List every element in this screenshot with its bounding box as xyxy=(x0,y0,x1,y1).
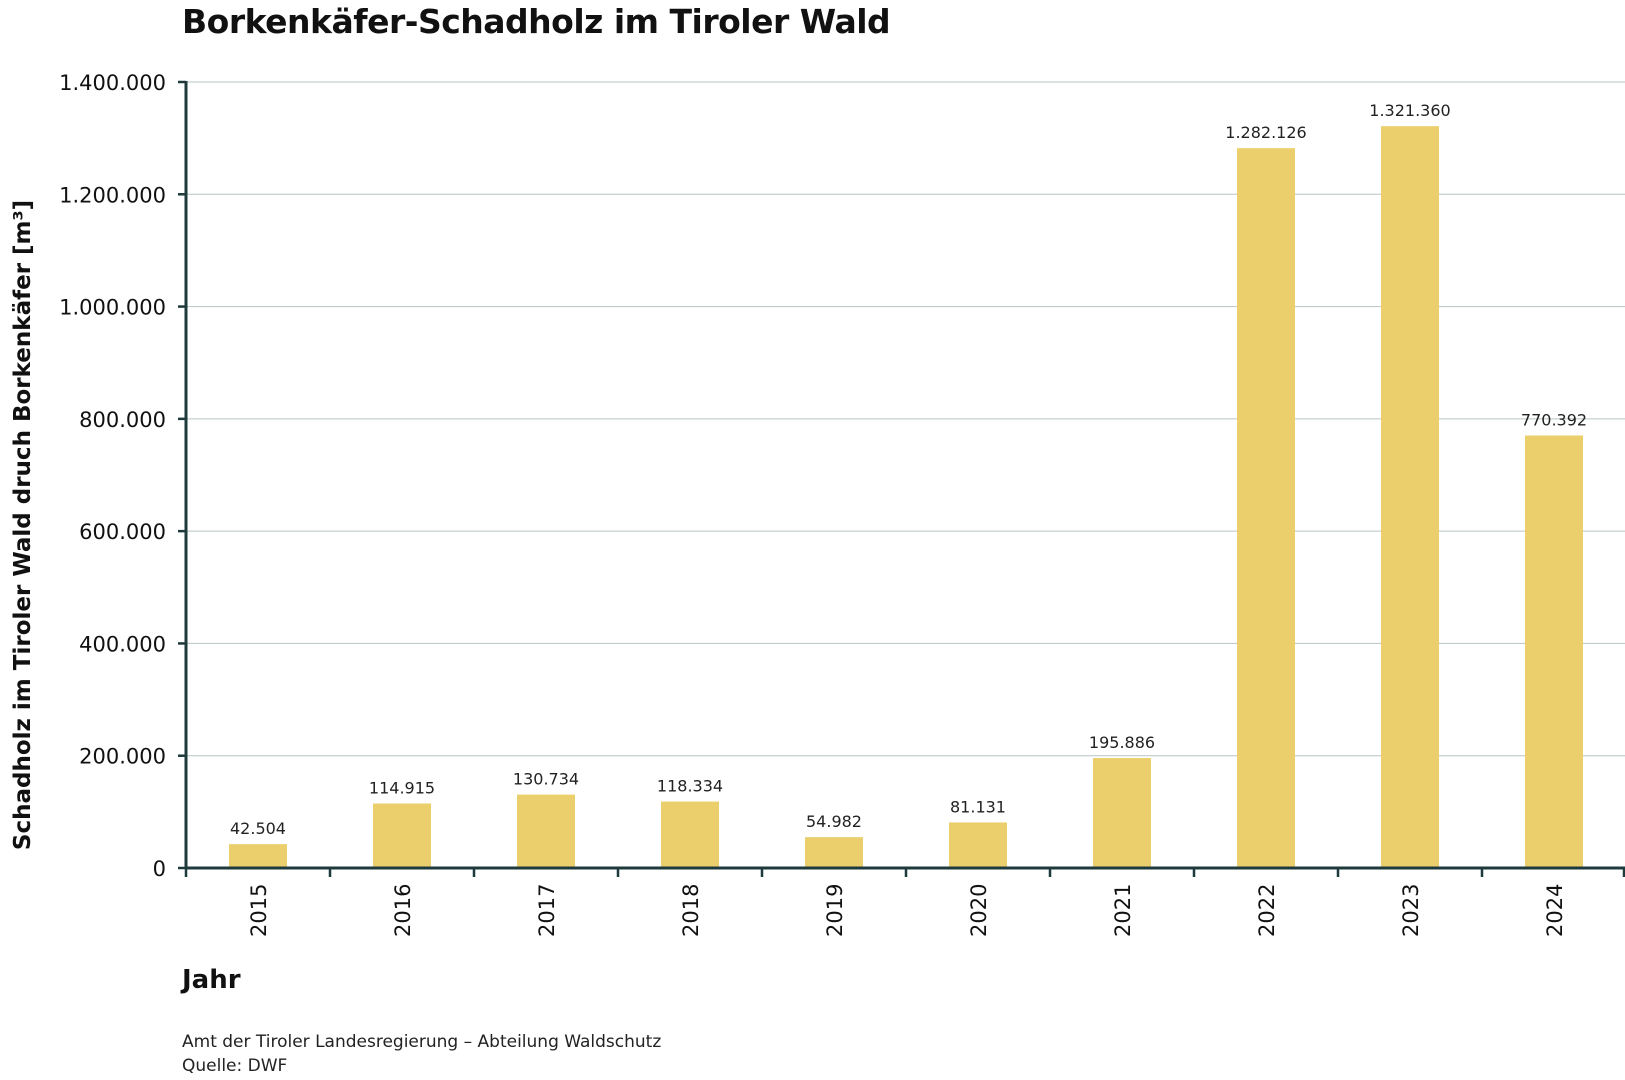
axes xyxy=(178,80,1625,877)
y-tick-label: 1.200.000 xyxy=(59,183,166,207)
x-tick-label-2020: 2020 xyxy=(967,884,991,937)
y-tick-label: 1.400.000 xyxy=(59,71,166,95)
bar-2022 xyxy=(1237,148,1295,868)
bar-2016 xyxy=(373,803,431,868)
x-tick-label-2015: 2015 xyxy=(247,884,271,937)
x-tick-label-2018: 2018 xyxy=(679,884,703,937)
data-label-2019: 54.982 xyxy=(806,812,862,831)
data-label-2022: 1.282.126 xyxy=(1225,123,1306,142)
x-tick-label-2021: 2021 xyxy=(1111,884,1135,937)
x-tick-label-2016: 2016 xyxy=(391,884,415,937)
y-tick-label: 400.000 xyxy=(79,632,166,656)
x-tick-label-2017: 2017 xyxy=(535,884,559,937)
bar-2015 xyxy=(229,844,287,868)
data-label-2016: 114.915 xyxy=(369,778,435,797)
x-tick-label-2019: 2019 xyxy=(823,884,847,937)
y-tick-label: 600.000 xyxy=(79,520,166,544)
y-axis-label: Schadholz im Tiroler Wald druch Borkenkä… xyxy=(10,200,36,850)
bar-2021 xyxy=(1093,758,1151,868)
bar-2018 xyxy=(661,801,719,868)
bar-2017 xyxy=(517,794,575,868)
data-label-2023: 1.321.360 xyxy=(1369,101,1450,120)
y-tick-label: 1.000.000 xyxy=(59,296,166,320)
data-label-2021: 195.886 xyxy=(1089,733,1155,752)
x-axis-label: Jahr xyxy=(180,965,241,995)
bar-2023 xyxy=(1381,126,1439,868)
source-reference: Quelle: DWF xyxy=(182,1056,288,1076)
source-organization: Amt der Tiroler Landesregierung – Abteil… xyxy=(182,1032,662,1052)
x-tick-label-2024: 2024 xyxy=(1543,884,1567,937)
bar-2024 xyxy=(1525,435,1583,868)
data-label-2015: 42.504 xyxy=(230,819,286,838)
data-label-2018: 118.334 xyxy=(657,777,723,796)
y-tick-label: 800.000 xyxy=(79,408,166,432)
data-label-2020: 81.131 xyxy=(950,797,1006,816)
y-tick-label: 200.000 xyxy=(79,745,166,769)
labels: 0 200.000 400.000 600.000 800.000 1.000.000 1.… xyxy=(59,71,1587,937)
data-label-2017: 130.734 xyxy=(513,770,579,789)
chart-title: Borkenkäfer-Schadholz im Tiroler Wald xyxy=(182,2,891,41)
bar-2019 xyxy=(805,837,863,868)
data-label-2024: 770.392 xyxy=(1521,410,1587,429)
x-tick-label-2023: 2023 xyxy=(1399,884,1423,937)
bar-2020 xyxy=(949,822,1007,868)
y-tick-label: 0 xyxy=(153,857,166,881)
x-tick-label-2022: 2022 xyxy=(1255,884,1279,937)
bars xyxy=(229,126,1583,868)
